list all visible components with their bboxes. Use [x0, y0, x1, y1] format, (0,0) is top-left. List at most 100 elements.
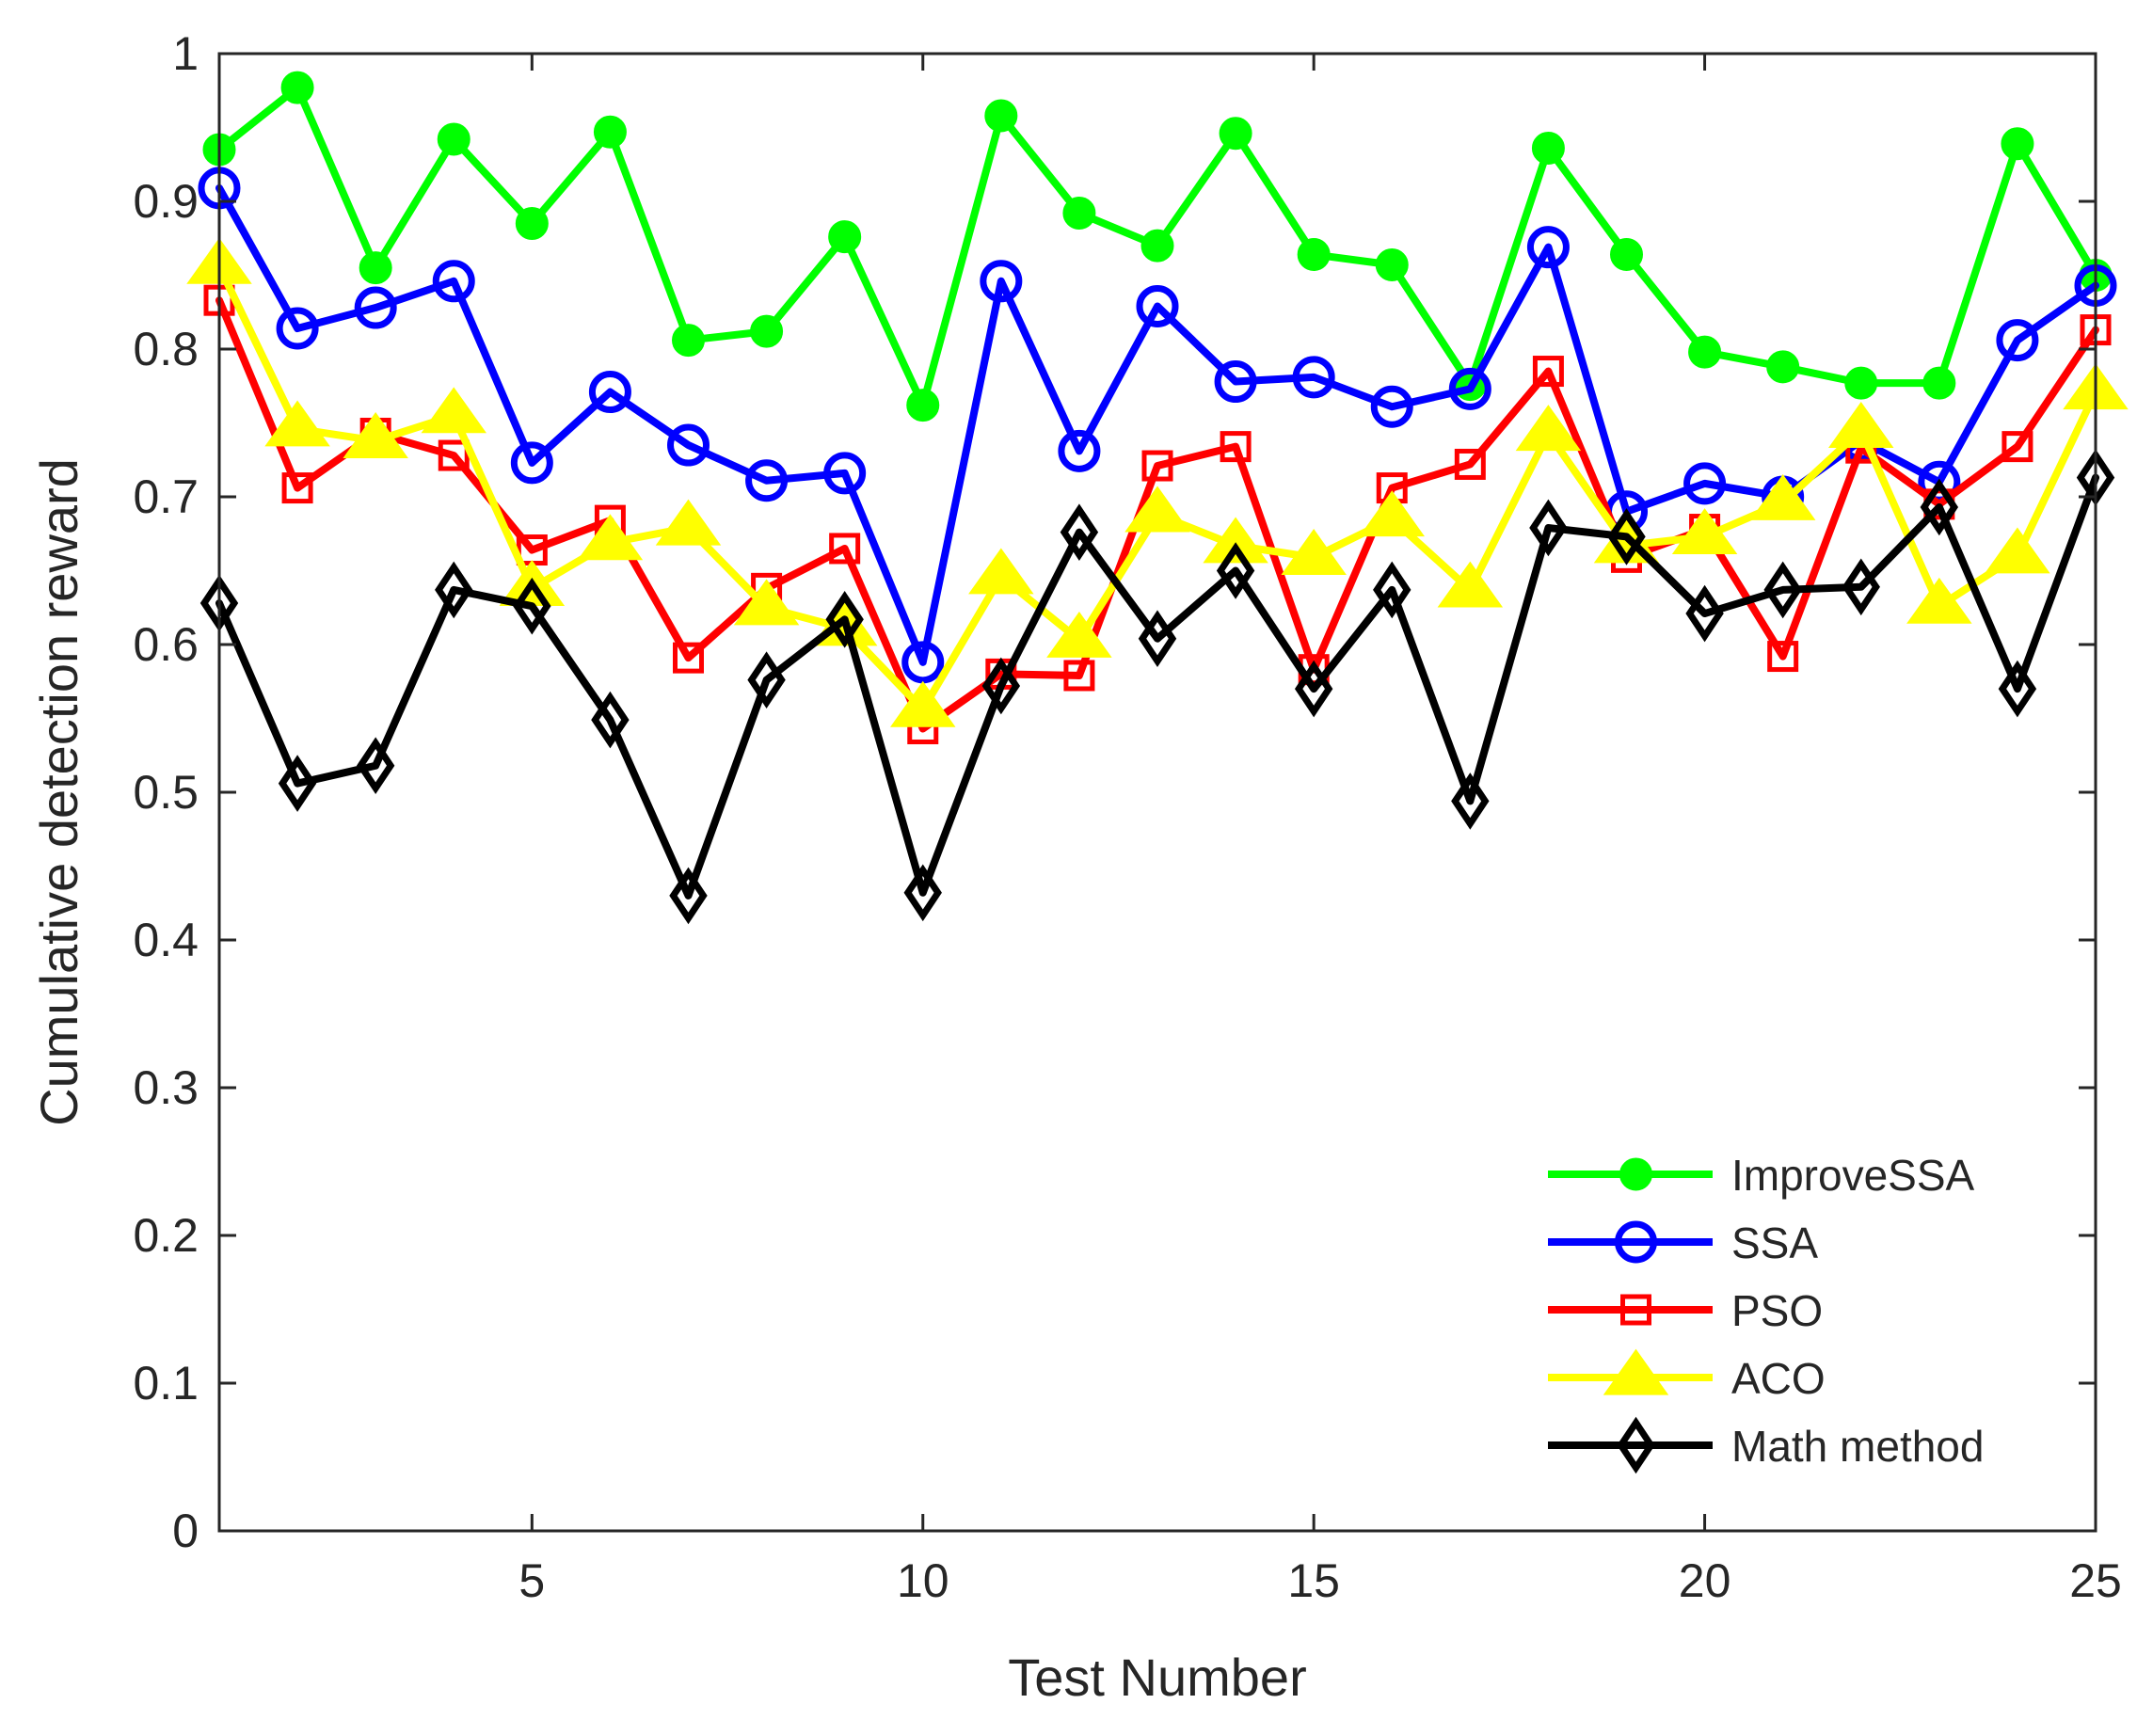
data-point [1451, 772, 1490, 830]
data-point [1124, 486, 1190, 533]
data-point [2001, 431, 2033, 463]
x-tick-label: 15 [1287, 1554, 1340, 1607]
data-point [1920, 478, 1959, 536]
data-point [1375, 248, 1409, 282]
data-point [588, 371, 631, 414]
data-point [1671, 508, 1738, 555]
legend-marker [1603, 1348, 1669, 1395]
data-point [280, 71, 314, 104]
data-point [1828, 402, 1894, 448]
data-point [577, 514, 644, 561]
data-point [1046, 611, 1112, 658]
data-point [1062, 197, 1096, 231]
y-tick-label: 0.3 [133, 1061, 199, 1114]
legend-label: ImproveSSA [1731, 1151, 1975, 1200]
data-point [1767, 641, 1799, 673]
x-tick-label: 10 [897, 1554, 949, 1607]
legend-marker [1615, 1220, 1657, 1264]
data-point [359, 251, 392, 285]
data-point [825, 591, 864, 648]
data-point [968, 548, 1034, 595]
data-point [1454, 448, 1486, 480]
data-point [673, 642, 704, 674]
y-tick-label: 1 [172, 27, 199, 80]
data-point [1532, 356, 1564, 388]
data-point [903, 864, 942, 922]
data-point [1219, 117, 1252, 151]
data-point [1294, 660, 1333, 718]
data-point [264, 400, 330, 447]
data-point [1766, 350, 1800, 384]
data-point [823, 452, 867, 495]
data-point [1373, 561, 1411, 619]
x-axis-title: Test Number [1008, 1648, 1306, 1707]
data-point [1136, 284, 1179, 327]
data-point [828, 220, 862, 254]
data-point [515, 207, 549, 241]
data-point [1531, 131, 1565, 165]
data-point [1906, 577, 1972, 624]
data-point [980, 260, 1023, 303]
data-point [593, 115, 627, 149]
data-point [1297, 238, 1331, 272]
data-point [1515, 405, 1582, 452]
series-layer [186, 71, 2129, 925]
y-tick-label: 0.4 [133, 914, 199, 966]
x-tick-label: 25 [2069, 1554, 2122, 1607]
data-point [733, 579, 800, 626]
data-point [1138, 610, 1177, 668]
data-point [672, 324, 705, 358]
data-point [750, 314, 784, 348]
y-tick-label: 0.7 [133, 470, 199, 523]
data-point [745, 459, 789, 502]
data-point [747, 651, 786, 709]
data-point [669, 867, 708, 925]
data-point [1985, 527, 2050, 574]
legend-entry-pso: PSO [1548, 1286, 1823, 1335]
legend-label: PSO [1731, 1286, 1823, 1335]
series-line-pso [215, 296, 2099, 733]
y-tick-label: 0.5 [133, 766, 199, 819]
data-point [1922, 366, 1956, 400]
data-point [1998, 660, 2037, 718]
data-point [513, 577, 551, 635]
data-point [890, 680, 956, 727]
series-improvessa [202, 71, 2113, 422]
legend-label: ACO [1731, 1354, 1826, 1403]
data-point [591, 691, 630, 749]
data-point [1359, 490, 1425, 537]
data-point [421, 387, 486, 434]
data-point [2001, 127, 2034, 161]
data-point [829, 533, 861, 565]
y-tick-label: 0.9 [133, 175, 199, 228]
y-tick-label: 0.2 [133, 1209, 199, 1262]
data-point [1685, 584, 1724, 643]
data-point [984, 99, 1018, 133]
legend-entry-math-method: Math method [1548, 1416, 1984, 1474]
axis-layer: 5 10 15 20 25 0 0.1 0.2 0.3 0.4 0.5 0.6 0.7 0.8 0.9 1 [133, 27, 2121, 1607]
legend: ImproveSSA SSA PSO ACO Math method [1548, 1151, 1984, 1474]
data-point [1529, 499, 1568, 557]
data-point [1763, 561, 1802, 619]
data-point [1214, 360, 1257, 404]
data-point [437, 122, 470, 156]
data-point [1842, 558, 1880, 616]
data-point [1610, 238, 1643, 272]
data-point [667, 423, 710, 467]
legend-marker [1619, 1157, 1652, 1191]
data-point [435, 561, 473, 619]
legend-entry-ssa: SSA [1548, 1218, 1818, 1267]
y-tick-label: 0.6 [133, 618, 199, 671]
legend-label: Math method [1731, 1422, 1984, 1471]
y-tick-label: 0.8 [133, 323, 199, 375]
data-point [901, 641, 945, 684]
legend-marker [1620, 1294, 1651, 1326]
data-point [1688, 335, 1722, 369]
x-tick-label: 20 [1679, 1554, 1731, 1607]
y-axis-title: Cumulative detection reward [29, 458, 88, 1126]
legend-marker [1617, 1416, 1655, 1474]
data-point [1437, 561, 1504, 608]
data-point [1844, 366, 1878, 400]
legend-entry-improvessa: ImproveSSA [1548, 1151, 1975, 1200]
